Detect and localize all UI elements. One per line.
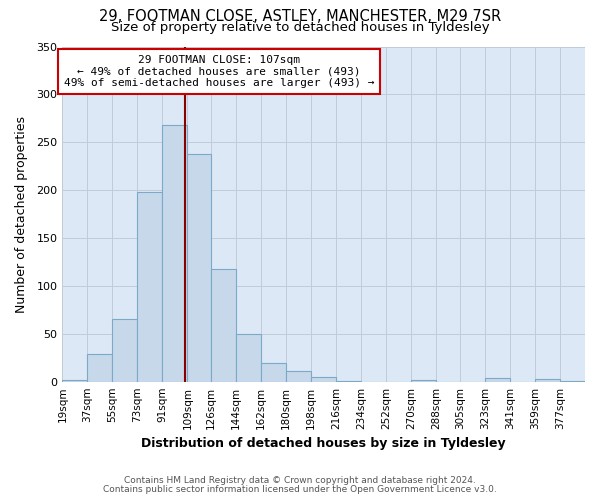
Bar (336, 380, 361, 382)
Bar (261, 364, 286, 382)
Text: Contains HM Land Registry data © Crown copyright and database right 2024.: Contains HM Land Registry data © Crown c… (124, 476, 476, 485)
Bar (411, 380, 436, 382)
Text: 29 FOOTMAN CLOSE: 107sqm
← 49% of detached houses are smaller (493)
49% of semi-: 29 FOOTMAN CLOSE: 107sqm ← 49% of detach… (64, 55, 374, 88)
Bar (535, 379, 560, 382)
Text: Contains public sector information licensed under the Open Government Licence v3: Contains public sector information licen… (103, 484, 497, 494)
Bar (187, 154, 211, 382)
Bar (163, 125, 187, 382)
Bar (62, 380, 88, 382)
Y-axis label: Number of detached properties: Number of detached properties (15, 116, 28, 312)
Text: 29, FOOTMAN CLOSE, ASTLEY, MANCHESTER, M29 7SR: 29, FOOTMAN CLOSE, ASTLEY, MANCHESTER, M… (99, 9, 501, 24)
Bar (88, 354, 112, 382)
Bar (112, 320, 137, 382)
Bar (560, 380, 585, 382)
Bar (311, 377, 336, 382)
Bar (236, 334, 261, 382)
Text: Size of property relative to detached houses in Tyldesley: Size of property relative to detached ho… (110, 21, 490, 34)
X-axis label: Distribution of detached houses by size in Tyldesley: Distribution of detached houses by size … (142, 437, 506, 450)
Bar (286, 371, 311, 382)
Bar (211, 268, 236, 382)
Bar (137, 192, 163, 382)
Bar (485, 378, 510, 382)
